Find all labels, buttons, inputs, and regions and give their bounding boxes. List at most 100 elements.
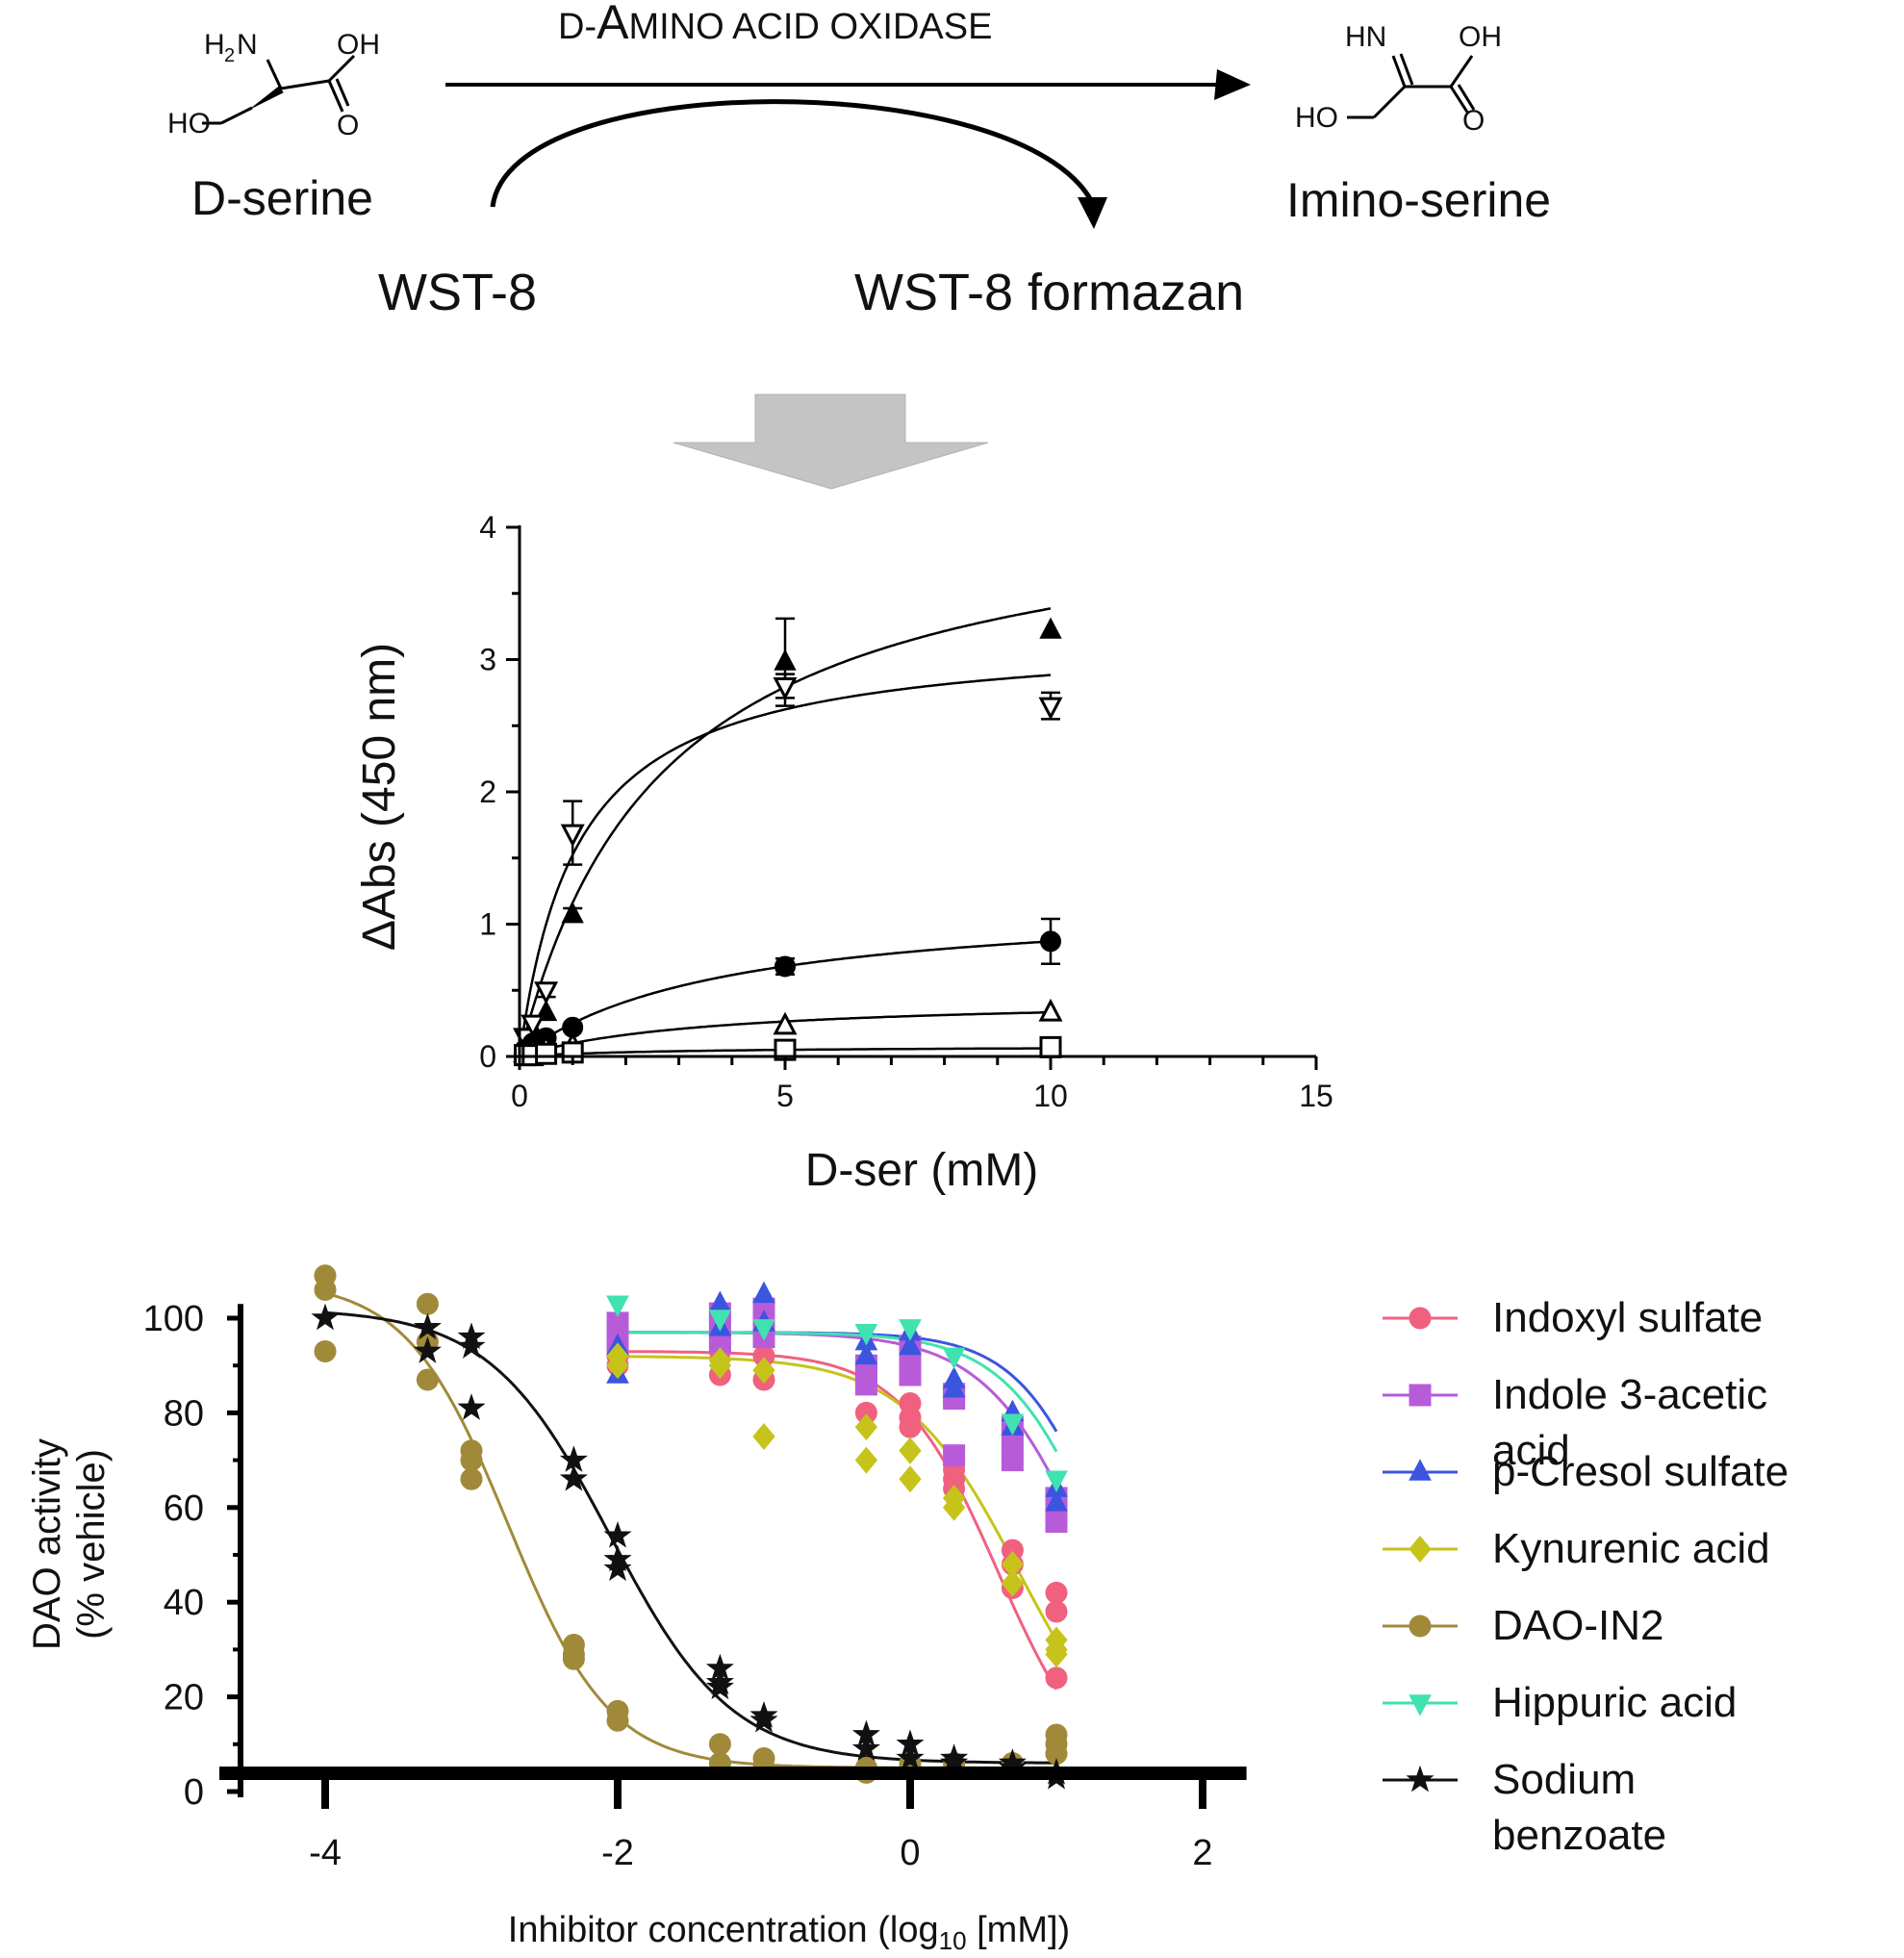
reaction-scheme: H 2 N OH HO O D-serine D-AMINO ACID OXID… [167,0,1551,321]
data-point [854,1446,878,1474]
data-point [899,1363,922,1386]
data-point [1045,1666,1068,1690]
legend-label: Indoxyl sulfate [1492,1294,1763,1341]
data-point [535,1042,558,1065]
kinetics-y-axis-label: ΔAbs (450 nm) [354,643,405,951]
data-point [457,1393,486,1420]
bond-ch2-c [1372,85,1407,119]
data-point [1039,1035,1062,1058]
enzyme-label-a: A [597,0,629,49]
atom-o: O [337,110,359,141]
data-point [562,1647,585,1670]
legend-marker [1409,1384,1432,1407]
data-point [708,1310,732,1332]
wedge-bond [251,86,284,109]
legend-marker [1406,1765,1434,1793]
data-point [460,1449,483,1472]
dye-label: WST-8 [378,264,537,321]
data-point [854,1342,878,1365]
legend-marker [1409,1536,1432,1563]
mm-fit-curve [518,674,1052,1057]
kinetics-chart: 0 1 2 3 4 0 5 10 15 D-ser (mM) ΔAbs (450 nm) [354,510,1333,1196]
dose-response-fit-curve [618,1355,1058,1641]
y-tick-label: 4 [479,510,496,545]
data-point [416,1292,439,1315]
bond-c-o-double [335,78,350,107]
atom-subscript-2: 2 [224,45,235,66]
data-point [752,1319,775,1341]
bond-c-nh-double [1399,53,1414,86]
coupled-arrow [490,99,1095,208]
y-tick-label: 0 [184,1772,204,1813]
x-tick-label: -2 [601,1833,634,1873]
data-point [1039,617,1062,639]
bond-c-nh [1391,55,1407,88]
legend-label: Indole 3-acetic [1492,1371,1767,1418]
data-point [854,1373,877,1396]
coupled-arrowhead [1078,197,1107,229]
legend-label: Hippuric acid [1492,1679,1737,1726]
data-point [1001,1569,1025,1597]
atom-oh: OH [1459,21,1502,53]
bond-ch2-ca [220,106,253,125]
dose-response-fit-curve [324,1310,1056,1765]
y-label-line2: (% vehicle) [70,1449,113,1640]
x-tick-label: 5 [776,1079,794,1113]
legend-marker [1409,1694,1432,1716]
legend-label-line2: acid [1492,1427,1570,1474]
legend-marker [1409,1307,1432,1330]
data-point [899,1465,922,1493]
x-tick-label: 10 [1033,1079,1068,1113]
data-point [520,1014,546,1038]
data-point [708,1733,731,1756]
data-point [774,648,797,671]
dose-response-fit-curve [618,1331,1058,1433]
x-label-subscript: 10 [939,1926,967,1955]
data-point [606,1352,629,1380]
legend-label-line2: benzoate [1492,1812,1666,1859]
data-point [705,1672,734,1700]
data-point [413,1336,442,1363]
data-point [457,1332,486,1359]
dose-response-fit-curve [324,1291,1056,1769]
data-point [899,1333,922,1356]
data-point [560,824,585,848]
data-point [314,1339,337,1362]
data-point [943,1444,966,1467]
dose-response-fit-curve [618,1331,1058,1487]
data-point [942,1347,966,1370]
reaction-arrowhead [1214,69,1251,100]
data-point [773,1011,798,1035]
kinetics-data-points [513,617,1063,1067]
data-point [942,1376,966,1398]
inhibition-chart: 0 20 40 60 80 100 -4 -2 0 2 Inhibitor concentrati… [26,1264,1789,1955]
y-tick-label: 60 [164,1488,204,1529]
bond-c-o [327,80,344,113]
data-point [460,1467,483,1490]
data-point [752,1281,775,1304]
legend-label: Kynurenic acid [1492,1525,1770,1572]
y-tick-label: 40 [164,1583,204,1623]
data-point [708,1290,732,1312]
atom-h: H [204,29,225,61]
atom-ho: HO [1295,102,1338,134]
y-tick-label: 100 [143,1299,204,1339]
legend-marker [1409,1615,1432,1638]
data-point [773,677,798,700]
data-point [752,1423,775,1450]
d-serine-structure [202,54,356,125]
inhibition-x-axis-label: Inhibitor concentration (log10 [mM]) [508,1910,1070,1955]
data-point [1045,1489,1068,1512]
bond-c-oh [1449,55,1474,88]
imino-serine-structure [1347,53,1476,119]
x-tick-label: 2 [1192,1833,1212,1873]
y-label-line1: DAO activity [26,1438,68,1650]
x-tick-label: 15 [1299,1079,1333,1113]
data-point [854,1413,878,1441]
data-point [1038,697,1063,721]
x-label-main: Inhibitor concentration (log [508,1910,939,1950]
y-tick-label: 2 [479,775,496,809]
data-point [603,1554,632,1582]
kinetics-x-axis-label: D-ser (mM) [805,1145,1039,1196]
